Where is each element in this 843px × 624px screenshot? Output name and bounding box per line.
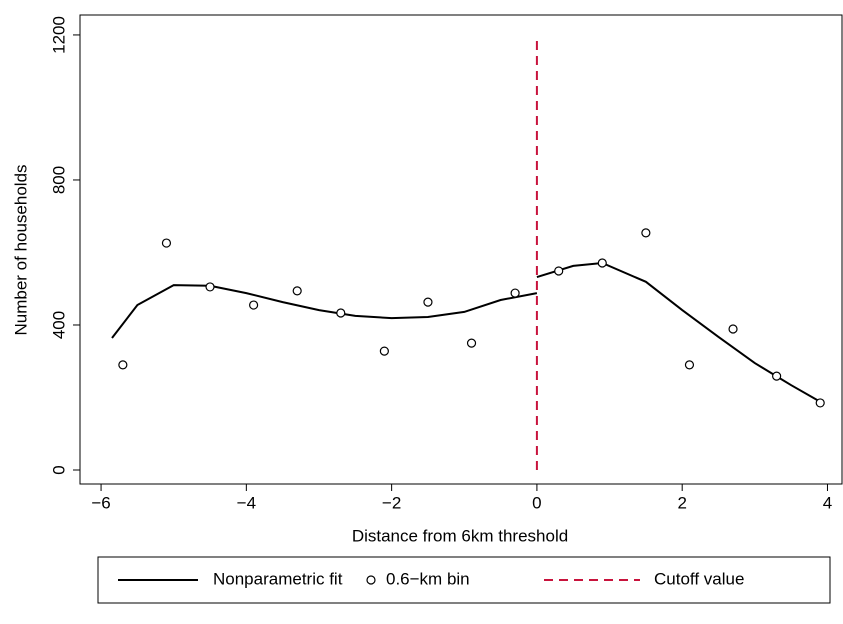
bin-point	[728, 324, 738, 334]
x-tick-label: 4	[823, 493, 832, 512]
bin-point	[336, 308, 346, 318]
bin-point	[466, 338, 477, 348]
plot-frame	[79, 14, 843, 485]
bin-point	[597, 258, 607, 268]
y-axis-label: Number of households	[11, 164, 30, 335]
y-tick-label: 1200	[49, 16, 68, 54]
bin-point	[641, 228, 651, 238]
bin-point	[815, 398, 825, 408]
x-tick-label: 0	[532, 493, 541, 512]
legend-swatch	[366, 575, 376, 585]
y-tick-label: 400	[49, 311, 68, 339]
legend-box	[97, 556, 831, 604]
legend-label: 0.6−km bin	[386, 569, 470, 588]
bin-point	[118, 360, 128, 370]
x-tick-label: −2	[382, 493, 401, 512]
y-tick-label: 0	[49, 465, 68, 474]
bin-point	[161, 238, 172, 248]
bin-point	[684, 360, 695, 370]
bin-point	[772, 371, 782, 381]
fit-line	[111, 261, 821, 403]
legend-label: Cutoff value	[654, 569, 744, 588]
x-tick-label: −4	[237, 493, 256, 512]
bin-point	[510, 288, 520, 298]
bin-point	[379, 346, 389, 356]
y-tick-label: 800	[49, 166, 68, 194]
x-axis-label: Distance from 6km threshold	[352, 526, 568, 545]
x-tick-label: −6	[91, 493, 110, 512]
bin-point	[249, 300, 259, 310]
legend-label: Nonparametric fit	[213, 569, 343, 588]
bin-point	[423, 297, 433, 307]
x-tick-label: 2	[677, 493, 686, 512]
bin-point	[554, 266, 564, 276]
bin-point	[205, 282, 215, 292]
bin-point	[292, 286, 302, 296]
